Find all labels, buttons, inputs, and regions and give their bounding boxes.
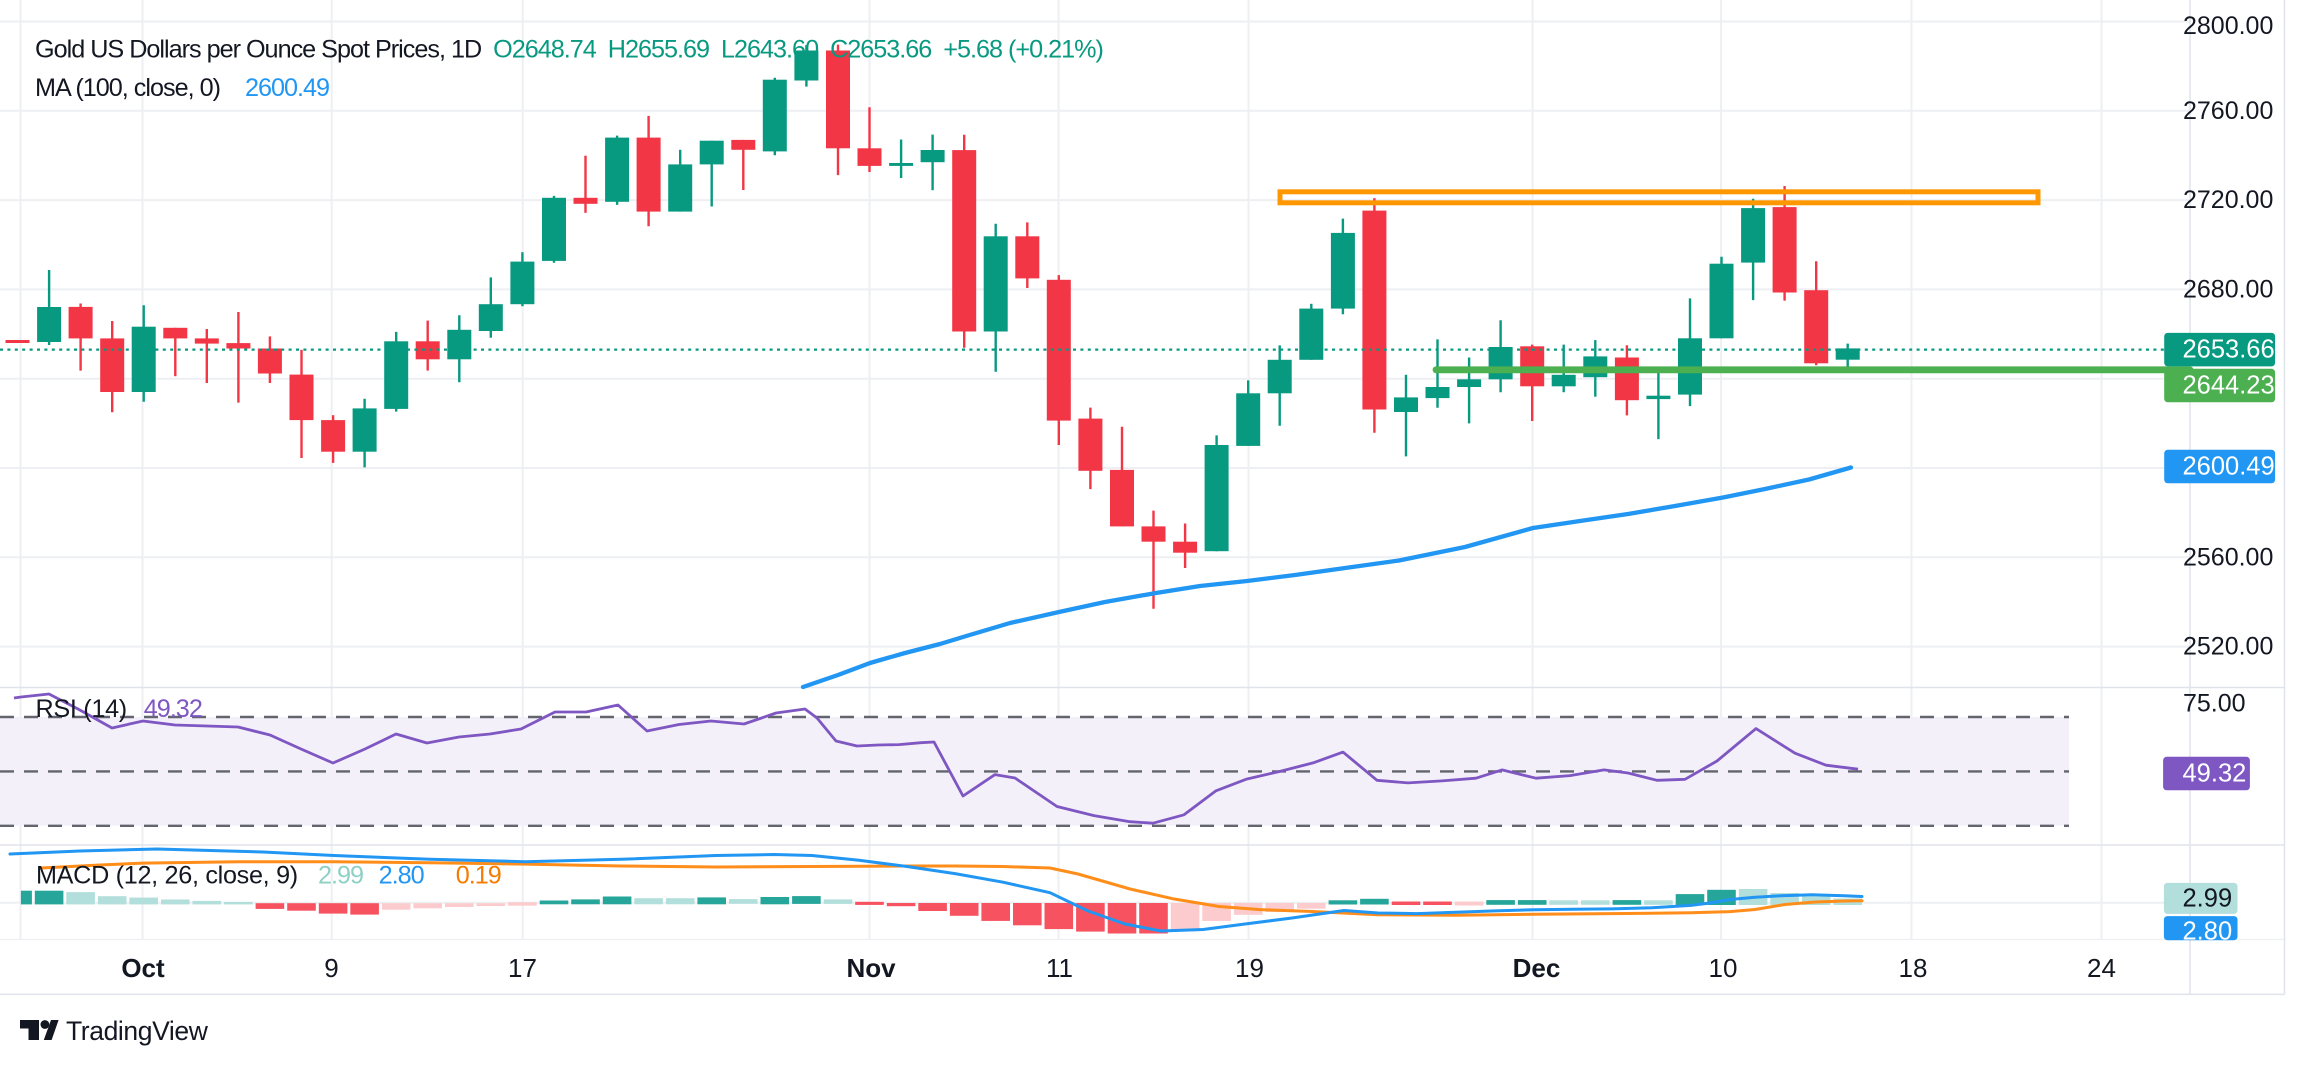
svg-text:2.99: 2.99 <box>2183 884 2233 912</box>
svg-text:2.99: 2.99 <box>318 862 363 890</box>
svg-text:2644.23: 2644.23 <box>2183 372 2275 400</box>
svg-text:2.80: 2.80 <box>379 862 425 890</box>
svg-text:2520.00: 2520.00 <box>2183 633 2273 661</box>
svg-text:RSI (14): RSI (14) <box>36 695 127 723</box>
svg-text:17: 17 <box>508 953 537 983</box>
svg-text:49.32: 49.32 <box>144 695 202 723</box>
svg-text:MACD (12, 26, close, 9): MACD (12, 26, close, 9) <box>36 862 298 890</box>
svg-text:2653.66: 2653.66 <box>2183 336 2275 364</box>
svg-text:2600.49: 2600.49 <box>245 74 329 102</box>
svg-text:49.32: 49.32 <box>2183 760 2247 788</box>
svg-text:24: 24 <box>2087 953 2116 983</box>
svg-text:75.00: 75.00 <box>2183 690 2246 718</box>
svg-text:2760.00: 2760.00 <box>2183 97 2273 125</box>
svg-text:2720.00: 2720.00 <box>2183 186 2273 214</box>
svg-text:Nov: Nov <box>846 953 896 983</box>
svg-text:2.80: 2.80 <box>2183 918 2233 946</box>
svg-text:11: 11 <box>1046 953 1073 983</box>
svg-text:MA (100, close, 0): MA (100, close, 0) <box>35 74 220 102</box>
svg-text:Gold US Dollars per Ounce Spot: Gold US Dollars per Ounce Spot Prices, 1… <box>35 36 1103 64</box>
svg-text:2680.00: 2680.00 <box>2183 275 2273 303</box>
svg-text:18: 18 <box>1899 953 1928 983</box>
svg-text:0.19: 0.19 <box>456 862 501 890</box>
svg-text:19: 19 <box>1235 953 1264 983</box>
svg-text:2600.49: 2600.49 <box>2183 453 2275 481</box>
svg-text:2800.00: 2800.00 <box>2183 12 2273 40</box>
svg-text:TradingView: TradingView <box>66 1016 209 1046</box>
svg-text:Oct: Oct <box>121 953 165 983</box>
svg-text:Dec: Dec <box>1513 953 1561 983</box>
svg-text:9: 9 <box>324 953 338 983</box>
svg-text:2560.00: 2560.00 <box>2183 543 2273 571</box>
svg-text:10: 10 <box>1709 953 1738 983</box>
